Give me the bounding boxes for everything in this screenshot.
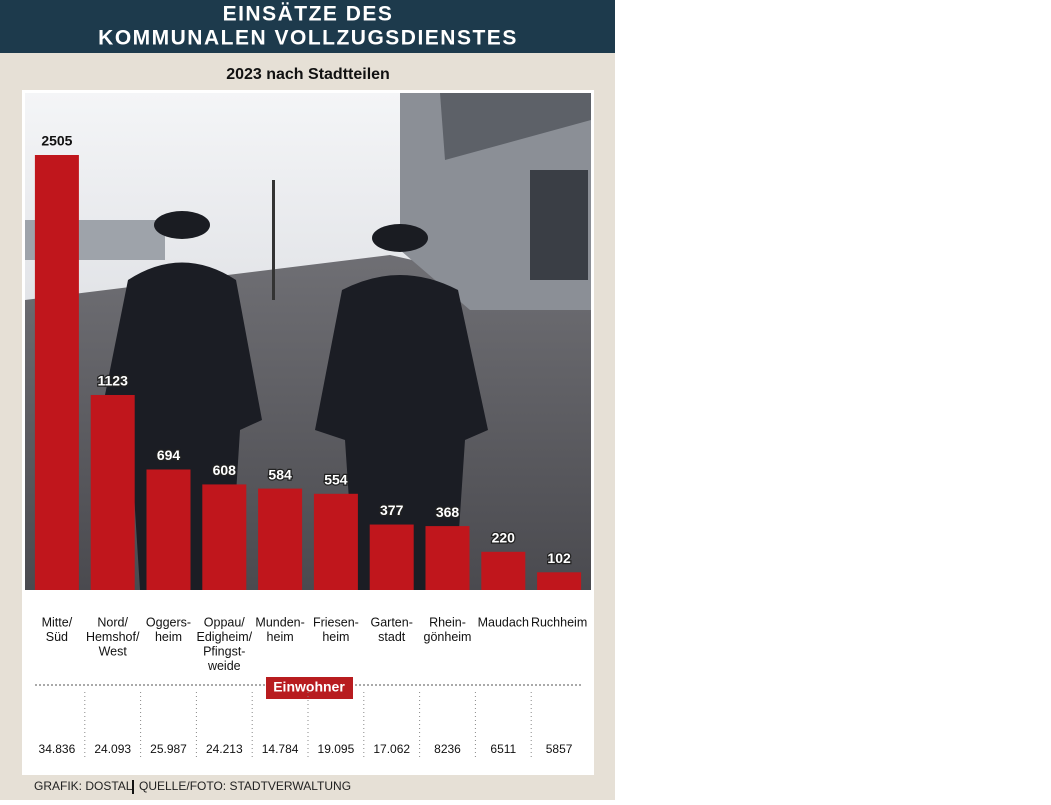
x-tick-label: Ruchheim bbox=[531, 615, 587, 629]
x-tick-label: Rhein- bbox=[429, 615, 466, 629]
bar bbox=[258, 488, 303, 590]
value-label: 1123 bbox=[98, 373, 129, 389]
value-label: 608 bbox=[213, 462, 237, 478]
value-label: 694 bbox=[157, 447, 181, 463]
x-tick-label: Maudach bbox=[478, 615, 529, 629]
x-tick-label: West bbox=[99, 644, 128, 658]
x-tick-label: Hemshof/ bbox=[86, 630, 140, 644]
title-bar bbox=[0, 0, 615, 53]
residents-value: 25.987 bbox=[150, 742, 187, 756]
x-tick-label: heim bbox=[155, 630, 182, 644]
chart-subtitle: 2023 nach Stadtteilen bbox=[226, 66, 390, 83]
bar bbox=[202, 484, 247, 590]
bar bbox=[537, 572, 582, 590]
residents-value: 19.095 bbox=[318, 742, 355, 756]
residents-badge bbox=[266, 677, 353, 699]
credit: GRAFIK: DOSTAL bbox=[34, 779, 133, 793]
value-label: 2505 bbox=[41, 133, 72, 149]
x-tick-label: Oppau/ bbox=[204, 615, 246, 629]
value-label: 220 bbox=[492, 529, 516, 545]
bar bbox=[369, 524, 414, 590]
x-tick-label: gönheim bbox=[424, 630, 472, 644]
residents-value: 24.213 bbox=[206, 742, 243, 756]
value-label: 554 bbox=[324, 471, 348, 487]
residents-value: 24.093 bbox=[94, 742, 131, 756]
value-label: 102 bbox=[547, 550, 571, 566]
bar bbox=[90, 394, 135, 590]
residents-value: 8236 bbox=[434, 742, 461, 756]
credit: QUELLE/FOTO: STADTVERWALTUNG bbox=[139, 779, 351, 793]
x-tick-label: Nord/ bbox=[97, 615, 128, 629]
x-tick-label: weide bbox=[207, 659, 241, 673]
value-label: 377 bbox=[380, 502, 404, 518]
bar bbox=[425, 526, 470, 590]
chart-title: EINSÄTZE DES bbox=[223, 3, 394, 26]
value-label: 368 bbox=[436, 504, 460, 520]
value-label: 584 bbox=[268, 466, 292, 482]
x-tick-label: heim bbox=[322, 630, 349, 644]
residents-value: 6511 bbox=[490, 742, 516, 756]
residents-value: 17.062 bbox=[373, 742, 410, 756]
residents-value: 14.784 bbox=[262, 742, 299, 756]
residents-value: 34.836 bbox=[39, 742, 76, 756]
bar bbox=[481, 551, 526, 590]
x-tick-label: Mitte/ bbox=[42, 615, 73, 629]
residents-value: 5857 bbox=[546, 742, 573, 756]
bar bbox=[313, 493, 358, 590]
x-tick-label: heim bbox=[267, 630, 294, 644]
x-tick-label: Pfingst- bbox=[203, 644, 245, 658]
x-tick-label: Garten- bbox=[371, 615, 413, 629]
x-tick-label: Oggers- bbox=[146, 615, 191, 629]
x-tick-label: stadt bbox=[378, 630, 406, 644]
x-tick-label: Süd bbox=[46, 630, 68, 644]
x-tick-label: Munden- bbox=[255, 615, 304, 629]
x-tick-label: Friesen- bbox=[313, 615, 359, 629]
bar bbox=[146, 469, 191, 590]
chart-title: KOMMUNALEN VOLLZUGSDIENSTES bbox=[98, 27, 518, 50]
bar bbox=[34, 155, 79, 590]
x-tick-label: Edigheim/ bbox=[197, 630, 253, 644]
residents-label: Einwohner bbox=[273, 679, 345, 695]
